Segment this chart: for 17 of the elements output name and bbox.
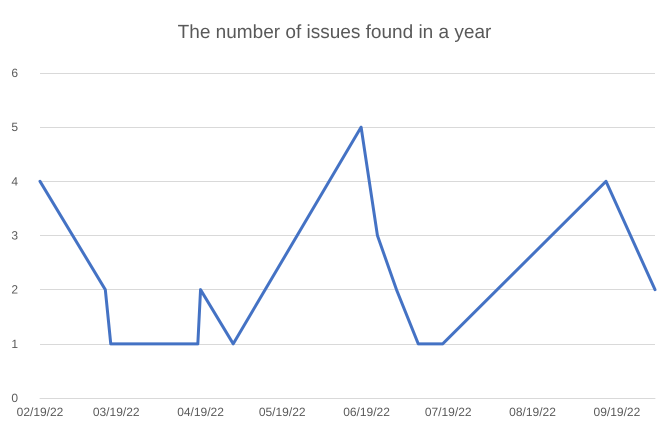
line-series (38, 126, 656, 346)
y-tick-label: 2 (11, 282, 18, 297)
y-tick-label: 3 (11, 228, 18, 242)
chart-title: The number of issues found in a year (178, 22, 492, 43)
x-tick-label: 08/19/22 (509, 405, 556, 419)
x-tick-label: 07/19/22 (424, 405, 472, 419)
x-tick-label: 02/19/22 (16, 405, 64, 419)
x-tick-label: 03/19/22 (92, 405, 140, 419)
x-tick-label: 04/19/22 (177, 405, 224, 419)
y-tick-label: 4 (11, 174, 18, 188)
x-tick-label: 05/19/22 (258, 405, 306, 419)
y-tick-label: 6 (11, 66, 18, 80)
y-tick-label: 5 (11, 120, 18, 134)
y-tick-label: 0 (11, 391, 18, 405)
x-tick-label: 06/19/22 (343, 405, 390, 419)
x-tick-label: 09/19/22 (594, 405, 641, 419)
y-tick-label: 1 (11, 336, 18, 351)
